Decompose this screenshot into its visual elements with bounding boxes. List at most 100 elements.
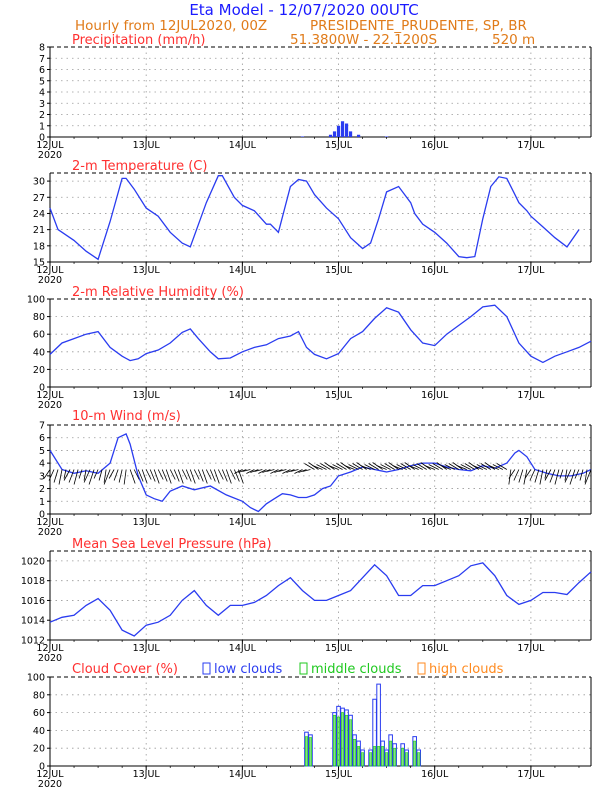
mslp-ytick-label: 1012 bbox=[21, 636, 45, 647]
cloud-bar-middle bbox=[349, 719, 353, 767]
precip-ytick-label: 7 bbox=[39, 54, 45, 65]
wind-arrow bbox=[396, 464, 407, 470]
wind-arrow bbox=[344, 465, 355, 470]
mslp-line bbox=[49, 562, 592, 637]
mslp-xtick-label: 13JUL bbox=[133, 643, 161, 654]
wind-xtick-label: 14JUL bbox=[229, 517, 257, 528]
wind-arrow bbox=[539, 469, 544, 485]
wind-arrow bbox=[476, 464, 487, 470]
wind-arrow bbox=[98, 469, 103, 481]
cloud-bar-middle bbox=[308, 737, 312, 767]
wind-arrow bbox=[133, 469, 140, 480]
wind-arrow bbox=[574, 469, 580, 479]
wind-xtick-label: 16JUL bbox=[421, 517, 449, 528]
wind-arrow bbox=[78, 469, 83, 479]
temp-title: 2-m Temperature (C) bbox=[72, 159, 207, 174]
wind-arrow bbox=[428, 464, 439, 470]
wind-xtick-label: 13JUL bbox=[133, 517, 161, 528]
precip-bar bbox=[385, 136, 389, 137]
cloud-legend: low clouds middle clouds high clouds bbox=[202, 662, 504, 677]
wind-xtick-label: 17JUL bbox=[517, 517, 545, 528]
cloud-xtick-label: 14JUL bbox=[229, 769, 257, 780]
wind-arrow bbox=[278, 469, 287, 472]
cloud-bar-middle bbox=[417, 752, 421, 767]
wind-arrow bbox=[242, 469, 251, 472]
wind-arrow bbox=[193, 469, 200, 480]
mslp-xtick-label: 16JUL bbox=[421, 643, 449, 654]
wind-arrow bbox=[177, 469, 184, 484]
wind-arrow bbox=[149, 469, 156, 482]
legend-middle-label: middle clouds bbox=[311, 662, 402, 677]
mslp-xtick-label: 14JUL bbox=[229, 643, 257, 654]
wind-arrow bbox=[68, 469, 75, 483]
temp-ytick-label: 21 bbox=[33, 225, 45, 236]
wind-arrow bbox=[412, 464, 423, 470]
wind-arrow bbox=[262, 469, 271, 473]
wind-arrow bbox=[352, 463, 363, 470]
wind-arrow bbox=[225, 469, 232, 484]
mslp-panel: 1012 1014 1016 1018 1020 12JUL2020 13JUL 14JUL 1… bbox=[21, 550, 592, 664]
wind-arrow bbox=[103, 469, 111, 485]
cloud-bar-middle bbox=[337, 716, 341, 767]
wind-arrow bbox=[93, 469, 99, 479]
location-name: PRESIDENTE_PRUDENTE, SP, BR bbox=[310, 18, 527, 34]
wind-arrow bbox=[270, 469, 279, 474]
wind-arrow bbox=[380, 464, 391, 470]
wind-line bbox=[49, 433, 592, 513]
wind-arrow bbox=[559, 469, 564, 479]
rh-xtick-label: 12JUL bbox=[36, 390, 64, 401]
rh-xtick-label: 14JUL bbox=[229, 390, 257, 401]
chart-title: Eta Model - 12/07/2020 00UTC bbox=[189, 1, 418, 19]
wind-arrow bbox=[48, 469, 55, 481]
wind-arrow bbox=[488, 465, 499, 470]
precip-title: Precipitation (mm/h) bbox=[72, 33, 205, 48]
rh-xtick-label: 15JUL bbox=[325, 390, 353, 401]
wind-xtick-label: 15JUL bbox=[325, 517, 353, 528]
cloud-bar-middle bbox=[377, 746, 381, 767]
wind-arrow bbox=[302, 469, 311, 472]
cloud-bar-middle bbox=[373, 746, 377, 767]
rh-panel: 0 20 40 60 80 100 12JUL2020 13JUL 14JUL 15JUL 16JU… bbox=[27, 295, 592, 411]
wind-ytick-label: 7 bbox=[39, 421, 45, 432]
wind-arrow bbox=[201, 469, 208, 484]
precip-bar bbox=[300, 136, 305, 137]
legend-high-swatch bbox=[417, 662, 426, 675]
subtitle-hourly: Hourly from 12JUL2020, 00Z bbox=[75, 18, 267, 34]
wind-arrow bbox=[368, 463, 379, 470]
rh-ytick-label: 20 bbox=[33, 365, 45, 376]
cloud-bar-middle bbox=[345, 714, 349, 767]
rh-ytick-label: 40 bbox=[33, 347, 45, 358]
temp-xtick-label: 15JUL bbox=[325, 265, 353, 276]
wind-arrow bbox=[492, 464, 504, 470]
mslp-year-label: 2020 bbox=[38, 653, 62, 664]
cloud-year-label: 2020 bbox=[38, 779, 62, 790]
elevation: 520 m bbox=[492, 32, 535, 48]
cloud-bar-middle bbox=[353, 738, 357, 767]
wind-arrow bbox=[332, 464, 343, 470]
precip-xtick-label: 16JUL bbox=[421, 140, 449, 151]
precip-bar bbox=[336, 125, 341, 137]
wind-arrow bbox=[113, 469, 119, 481]
wind-year-label: 2020 bbox=[38, 527, 62, 538]
wind-arrow bbox=[424, 465, 435, 470]
mslp-xtick-label: 12JUL bbox=[36, 643, 64, 654]
rh-ytick-label: 0 bbox=[39, 383, 45, 394]
cloud-xtick-label: 17JUL bbox=[517, 769, 545, 780]
wind-arrow bbox=[181, 469, 188, 480]
legend-middle-swatch bbox=[299, 662, 308, 675]
wind-panel: 0 1 2 34 5 67 12JUL2020 13JUL 14JUL 15JUL 16JUL 17J… bbox=[36, 421, 592, 538]
temp-panel: 15 18 21 24 27 30 12JUL2020 13JUL 14JUL 15JUL 16JU… bbox=[33, 172, 592, 286]
cloud-bar-middle bbox=[393, 747, 397, 767]
rh-ytick-label: 80 bbox=[33, 312, 45, 323]
wind-arrow bbox=[544, 469, 548, 479]
cloud-ytick-label: 100 bbox=[27, 673, 45, 684]
cloud-ytick-label: 0 bbox=[39, 762, 45, 773]
wind-arrow bbox=[282, 469, 291, 474]
wind-arrow bbox=[63, 469, 67, 479]
wind-arrow bbox=[88, 469, 95, 485]
cloud-bar-middle bbox=[385, 752, 389, 767]
wind-arrow bbox=[298, 469, 307, 473]
wind-xtick-label: 12JUL bbox=[36, 517, 64, 528]
precip-ytick-label: 0 bbox=[39, 133, 45, 144]
